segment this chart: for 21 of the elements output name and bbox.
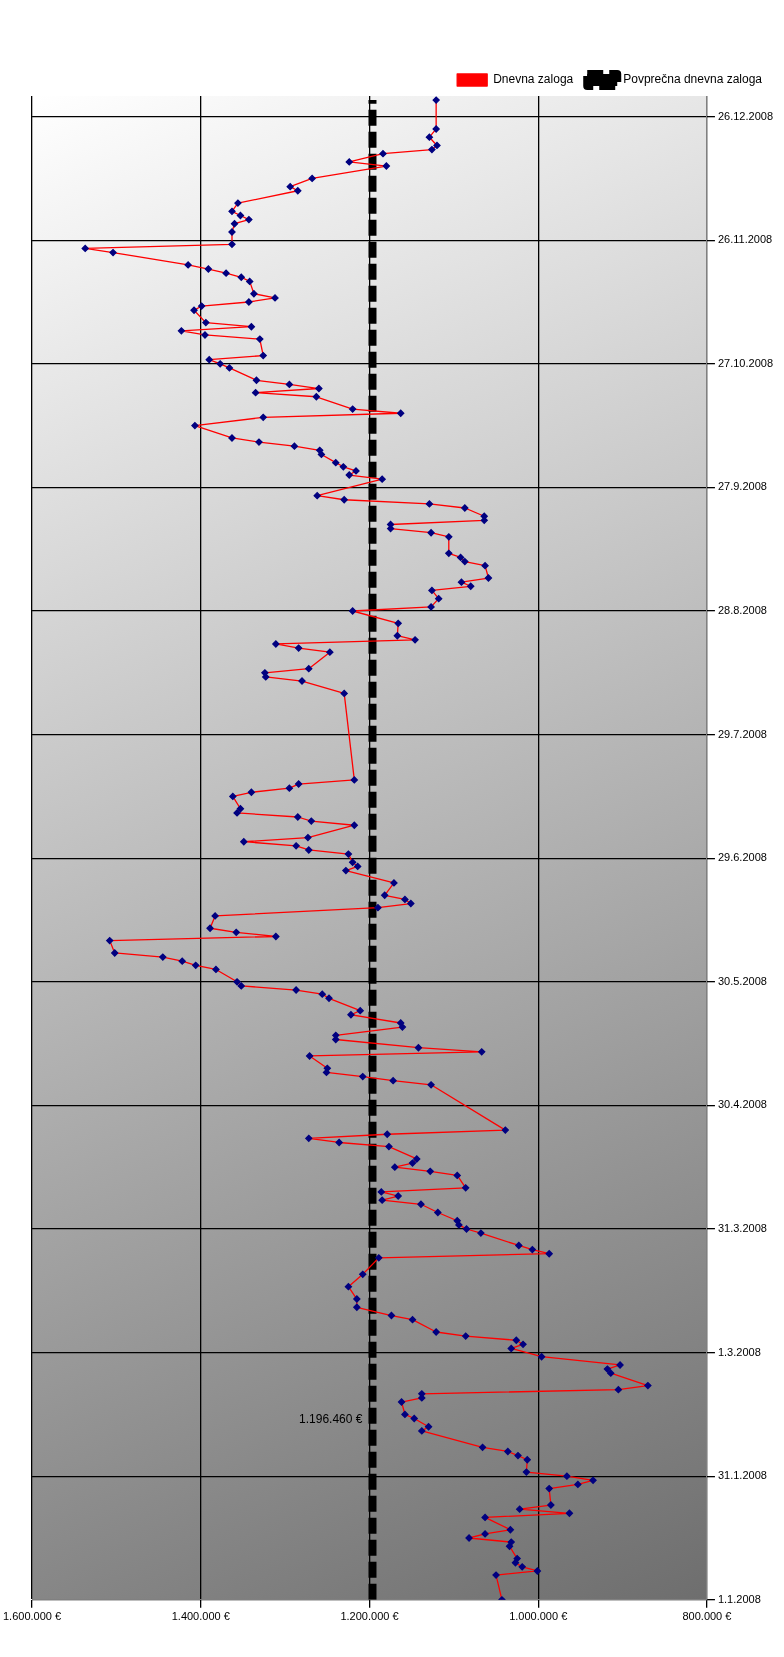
annotation: 1.196.460 € <box>299 1411 363 1426</box>
y-tick-label: 31.3.2008 <box>717 1222 767 1235</box>
y-tick-label: 29.6.2008 <box>717 851 767 864</box>
y-tick-label: 30.5.2008 <box>717 974 767 987</box>
y-tick-label: 28.8.2008 <box>717 604 767 617</box>
y-tick-label: 27.9.2008 <box>717 480 767 493</box>
x-tick-label: 1.000.000 € <box>509 1610 568 1623</box>
y-tick-label: 1.3.2008 <box>717 1345 761 1358</box>
y-tick-label: 26.11.2008 <box>717 233 773 246</box>
legend-label: Dnevna zaloga <box>493 72 574 87</box>
y-tick-label: 1.1.2008 <box>717 1592 761 1605</box>
y-tick-label: 26.12.2008 <box>717 109 774 122</box>
y-tick-label: 30.4.2008 <box>717 1098 767 1111</box>
x-tick-label: 800.000 € <box>682 1610 732 1623</box>
legend-label: Povprečna dnevna zaloga <box>623 72 763 87</box>
y-tick-label: 27.10.2008 <box>717 356 774 369</box>
x-tick-label: 1.400.000 € <box>171 1610 230 1623</box>
y-tick-label: 31.1.2008 <box>717 1469 767 1482</box>
y-tick-label: 29.7.2008 <box>717 727 767 740</box>
x-tick-label: 1.600.000 € <box>2 1610 62 1623</box>
x-tick-label: 1.200.000 € <box>340 1610 399 1623</box>
